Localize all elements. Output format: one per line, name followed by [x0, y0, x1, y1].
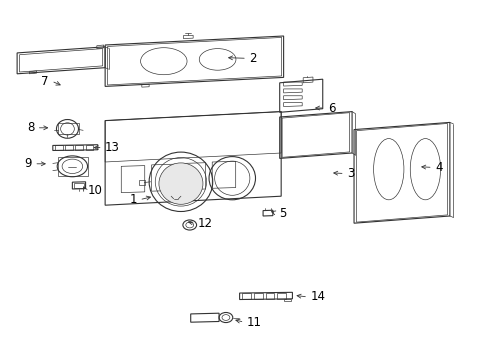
Text: 6: 6: [327, 102, 334, 114]
Text: 9: 9: [24, 157, 32, 170]
Text: 8: 8: [27, 121, 34, 134]
Text: 10: 10: [88, 184, 102, 197]
Bar: [74, 183, 83, 188]
Text: 1: 1: [129, 193, 137, 206]
Text: 7: 7: [41, 75, 49, 87]
Text: 12: 12: [198, 217, 213, 230]
Text: 3: 3: [346, 167, 354, 180]
Text: 14: 14: [310, 291, 325, 303]
Text: 5: 5: [278, 207, 285, 220]
Text: 11: 11: [246, 316, 262, 329]
Text: 2: 2: [249, 52, 256, 65]
Ellipse shape: [159, 163, 203, 204]
Text: 4: 4: [434, 161, 442, 174]
Text: 13: 13: [105, 141, 120, 154]
Bar: [139, 180, 145, 185]
